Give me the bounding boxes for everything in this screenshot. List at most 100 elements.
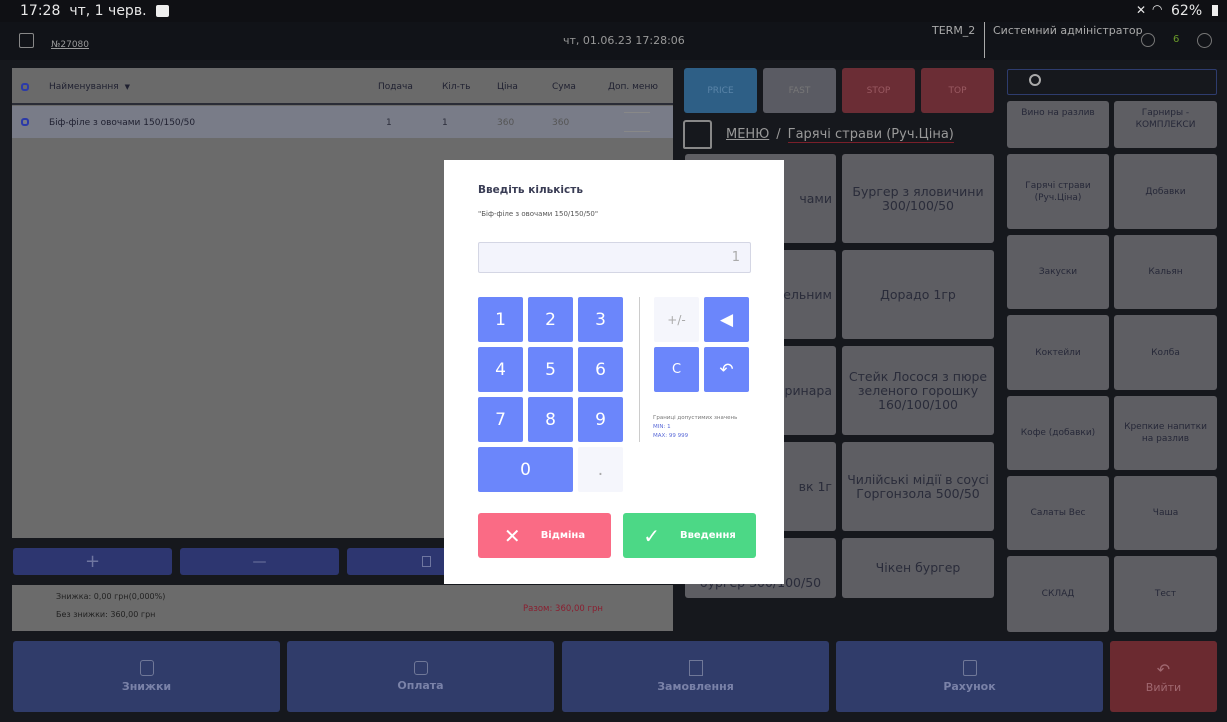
status-bar: 17:28 чт, 1 черв. ✕ ◠ 62% — [0, 0, 1227, 22]
menu-item-label: Стейк Лосося з пюре зеленого горошку 160… — [848, 368, 988, 412]
bill-button[interactable]: Рахунок — [836, 641, 1103, 712]
category-label: Гарниры - КОМПЛЕКСИ — [1135, 108, 1196, 130]
menu-item[interactable]: Чилійські мідії в соусі Горгонзола 500/5… — [842, 442, 994, 531]
discounts-button[interactable]: Знижки — [13, 641, 280, 712]
modal-subtitle: "Біф-філе з овочами 150/150/50" — [478, 210, 599, 218]
clock: 17:28 — [20, 3, 61, 19]
cancel-button[interactable]: ✕ Відміна — [478, 513, 611, 558]
category-tile[interactable]: Гарниры - КОМПЛЕКСИ — [1114, 101, 1217, 148]
column-sum: Сума — [552, 82, 576, 92]
table-header — [12, 68, 673, 105]
limit-max: MAX: 99 999 — [653, 433, 689, 439]
column-name[interactable]: Найменування — [49, 82, 119, 92]
order-button[interactable]: Замовлення — [562, 641, 829, 712]
row-checkbox[interactable] — [21, 118, 29, 126]
key-9[interactable]: 9 — [578, 397, 623, 442]
column-qty: Кіл-ть — [442, 82, 471, 92]
category-tile[interactable]: Гарячі страви (Руч.Ціна) — [1007, 154, 1109, 229]
sort-icon[interactable]: ▼ — [124, 83, 131, 91]
category-tile[interactable]: Чаша — [1114, 476, 1217, 550]
key-0[interactable]: 0 — [478, 447, 573, 492]
without-discount-text: Без знижки: 360,00 грн — [56, 610, 156, 619]
header: №27080 чт, 01.06.23 17:28:06 TERM_2 Сист… — [0, 22, 1227, 60]
home-icon[interactable] — [683, 120, 712, 149]
order-list-icon[interactable] — [19, 33, 34, 48]
add-button[interactable]: + — [13, 548, 172, 575]
limit-min: MIN: 1 — [653, 424, 671, 430]
menu-item-label: рельним — [775, 286, 832, 302]
key-3[interactable]: 3 — [578, 297, 623, 342]
key-2[interactable]: 2 — [528, 297, 573, 342]
menu-item[interactable]: Дорадо 1гр — [842, 250, 994, 339]
chat-icon[interactable] — [1141, 33, 1155, 47]
wifi-icon: ◠ — [1152, 2, 1163, 16]
category-label: СКЛАД — [1041, 589, 1075, 599]
filter-price[interactable]: PRICE — [684, 68, 757, 113]
key-8[interactable]: 8 — [528, 397, 573, 442]
category-tile[interactable]: Добавки — [1114, 154, 1217, 229]
key-7[interactable]: 7 — [478, 397, 523, 442]
battery-icon — [1212, 5, 1218, 16]
category-tile[interactable]: Вино на разлив — [1007, 101, 1109, 148]
notification-count: 6 — [1173, 34, 1180, 45]
category-label: Гарячі страви (Руч.Ціна) — [1025, 180, 1091, 203]
order-number[interactable]: №27080 — [51, 40, 89, 50]
exit-button[interactable]: ↶ Вийти — [1110, 641, 1217, 712]
payment-button[interactable]: Оплата — [287, 641, 554, 712]
filter-fast[interactable]: FAST — [763, 68, 836, 113]
menu-item-label: Дорадо 1гр — [880, 286, 956, 302]
column-name-header[interactable]: Найменування ▼ — [49, 82, 130, 92]
menu-item-label: вк 1г — [798, 478, 832, 494]
bill-icon — [962, 660, 977, 676]
category-tile[interactable]: Коктейли — [1007, 315, 1109, 390]
menu-item[interactable]: Бургер з яловичини 300/100/50 — [842, 154, 994, 243]
category-label: Салаты Вес — [1030, 508, 1086, 518]
category-tile[interactable]: Тест — [1114, 556, 1217, 632]
menu-item[interactable]: Чікен бургер — [842, 538, 994, 598]
backspace-icon: ◀ — [719, 309, 734, 330]
clear-key[interactable]: C — [654, 347, 699, 392]
row-qty: 1 — [442, 118, 448, 128]
row-menu-icon[interactable] — [624, 112, 650, 132]
menu-item[interactable]: Стейк Лосося з пюре зеленого горошку 160… — [842, 346, 994, 435]
category-tile[interactable]: СКЛАД — [1007, 556, 1109, 632]
payment-icon — [413, 661, 428, 675]
filter-stop[interactable]: STOP — [842, 68, 915, 113]
filter-top[interactable]: TOP — [921, 68, 994, 113]
key-decimal[interactable]: . — [578, 447, 623, 492]
category-tile[interactable]: Кальян — [1114, 235, 1217, 309]
undo-key[interactable]: ↶ — [704, 347, 749, 392]
plus-minus-key[interactable]: +/- — [654, 297, 699, 342]
breadcrumb-separator: / — [776, 127, 781, 142]
user-name[interactable]: Системний адміністратор — [993, 24, 1143, 37]
category-label: Вино на разлив — [1021, 108, 1095, 118]
key-6[interactable]: 6 — [578, 347, 623, 392]
refresh-icon[interactable] — [1197, 33, 1212, 48]
key-1[interactable]: 1 — [478, 297, 523, 342]
total-text: Разом: 360,00 грн — [523, 604, 603, 614]
category-label: Колба — [1151, 347, 1180, 358]
quantity-input[interactable]: 1 — [478, 242, 751, 273]
breadcrumb-root[interactable]: МЕНЮ — [726, 127, 770, 142]
status-date: чт, 1 черв. — [69, 3, 147, 19]
menu-item-label: аринара — [776, 382, 832, 398]
backspace-key[interactable]: ◀ — [704, 297, 749, 342]
discounts-label: Знижки — [121, 680, 172, 693]
category-tile[interactable]: Закуски — [1007, 235, 1109, 309]
bill-label: Рахунок — [943, 680, 996, 693]
category-tile[interactable]: Колба — [1114, 315, 1217, 390]
trash-icon — [422, 556, 431, 567]
category-tile[interactable]: Салаты Вес — [1007, 476, 1109, 550]
category-tile[interactable]: Кофе (добавки) — [1007, 396, 1109, 470]
table-row[interactable] — [12, 106, 673, 138]
select-all-checkbox[interactable] — [21, 83, 29, 91]
category-tile[interactable]: Крепкие напитки на разлив — [1114, 396, 1217, 470]
remove-button[interactable]: — — [180, 548, 339, 575]
column-price: Ціна — [497, 82, 518, 92]
category-label: Закуски — [1038, 267, 1078, 277]
menu-item-label: Чікен бургер — [875, 560, 961, 575]
key-5[interactable]: 5 — [528, 347, 573, 392]
key-4[interactable]: 4 — [478, 347, 523, 392]
search-input[interactable] — [1007, 69, 1217, 95]
confirm-button[interactable]: ✓ Введення — [623, 513, 756, 558]
